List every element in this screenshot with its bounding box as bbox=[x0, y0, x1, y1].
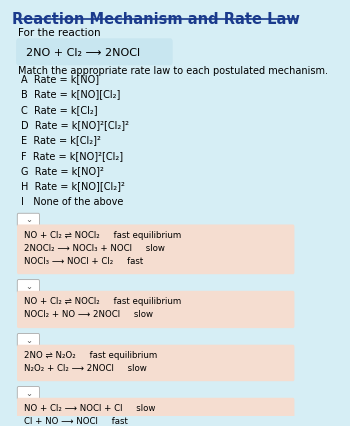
Text: NO + Cl₂ ⇌ NOCl₂     fast equilibrium: NO + Cl₂ ⇌ NOCl₂ fast equilibrium bbox=[24, 230, 182, 239]
Text: Cl + NO ⟶ NOCl     fast: Cl + NO ⟶ NOCl fast bbox=[24, 417, 128, 426]
Text: NO + Cl₂ ⟶ NOCl + Cl     slow: NO + Cl₂ ⟶ NOCl + Cl slow bbox=[24, 404, 156, 413]
Text: ⌄: ⌄ bbox=[25, 336, 32, 345]
Text: ⌄: ⌄ bbox=[25, 216, 32, 225]
Text: Match the appropriate rate law to each postulated mechanism.: Match the appropriate rate law to each p… bbox=[19, 66, 328, 76]
Text: Reaction Mechanism and Rate Law: Reaction Mechanism and Rate Law bbox=[12, 12, 300, 27]
Text: B  Rate = k[NO][Cl₂]: B Rate = k[NO][Cl₂] bbox=[21, 89, 121, 99]
Text: D  Rate = k[NO]²[Cl₂]²: D Rate = k[NO]²[Cl₂]² bbox=[21, 120, 130, 130]
Text: NOCl₂ + NO ⟶ 2NOCl     slow: NOCl₂ + NO ⟶ 2NOCl slow bbox=[24, 310, 153, 319]
FancyBboxPatch shape bbox=[17, 279, 40, 293]
Text: N₂O₂ + Cl₂ ⟶ 2NOCl     slow: N₂O₂ + Cl₂ ⟶ 2NOCl slow bbox=[24, 364, 147, 373]
Text: G  Rate = k[NO]²: G Rate = k[NO]² bbox=[21, 166, 104, 176]
Text: 2NOCl₂ ⟶ NOCl₃ + NOCl     slow: 2NOCl₂ ⟶ NOCl₃ + NOCl slow bbox=[24, 244, 165, 253]
Text: C  Rate = k[Cl₂]: C Rate = k[Cl₂] bbox=[21, 105, 98, 115]
Text: H  Rate = k[NO][Cl₂]²: H Rate = k[NO][Cl₂]² bbox=[21, 181, 125, 191]
Text: 2NO ⇌ N₂O₂     fast equilibrium: 2NO ⇌ N₂O₂ fast equilibrium bbox=[24, 351, 158, 360]
FancyBboxPatch shape bbox=[16, 38, 173, 65]
Text: E  Rate = k[Cl₂]²: E Rate = k[Cl₂]² bbox=[21, 135, 101, 145]
FancyBboxPatch shape bbox=[17, 213, 40, 227]
Text: NO + Cl₂ ⇌ NOCl₂     fast equilibrium: NO + Cl₂ ⇌ NOCl₂ fast equilibrium bbox=[24, 297, 182, 306]
FancyBboxPatch shape bbox=[17, 225, 294, 274]
FancyBboxPatch shape bbox=[17, 345, 294, 381]
Text: ⌄: ⌄ bbox=[25, 282, 32, 291]
Text: 2NO + Cl₂ ⟶ 2NOCl: 2NO + Cl₂ ⟶ 2NOCl bbox=[26, 48, 140, 58]
Text: A  Rate = k[NO]: A Rate = k[NO] bbox=[21, 74, 99, 84]
Text: For the reaction: For the reaction bbox=[19, 29, 101, 38]
Text: ⌄: ⌄ bbox=[25, 389, 32, 398]
Text: F  Rate = k[NO]²[Cl₂]: F Rate = k[NO]²[Cl₂] bbox=[21, 151, 124, 161]
FancyBboxPatch shape bbox=[17, 398, 294, 426]
FancyBboxPatch shape bbox=[17, 291, 294, 328]
FancyBboxPatch shape bbox=[17, 386, 40, 400]
Text: I   None of the above: I None of the above bbox=[21, 197, 124, 207]
FancyBboxPatch shape bbox=[17, 334, 40, 347]
Text: NOCl₃ ⟶ NOCl + Cl₂     fast: NOCl₃ ⟶ NOCl + Cl₂ fast bbox=[24, 256, 144, 265]
